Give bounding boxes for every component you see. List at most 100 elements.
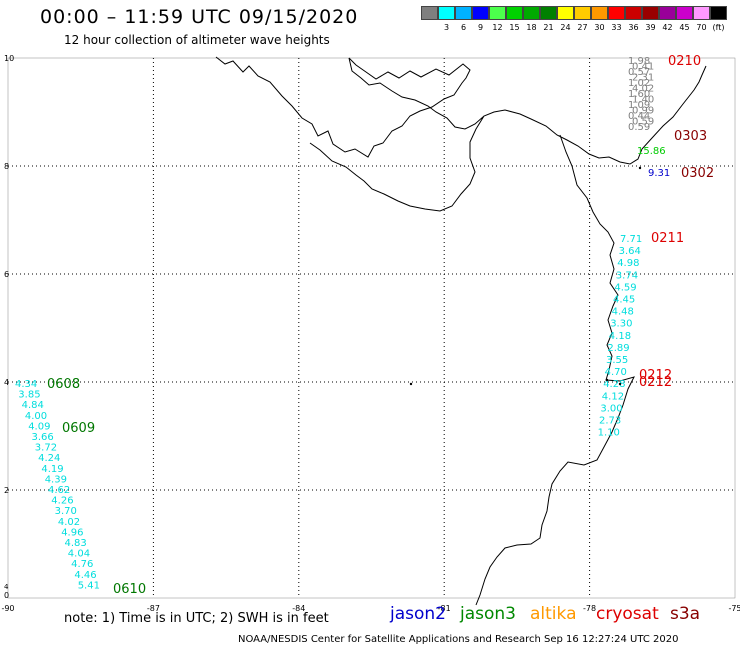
- wave-height-value: 4.98: [617, 258, 639, 269]
- legend-swatch: [608, 6, 625, 20]
- track-point: [638, 166, 642, 170]
- legend-swatch: [472, 6, 489, 20]
- wave-height-value: 2.31: [632, 73, 654, 84]
- coastline-north: [215, 56, 471, 158]
- wave-height-value: 3.00: [600, 403, 622, 414]
- wave-height-value: 4.12: [602, 391, 624, 402]
- legend-swatch: [642, 6, 659, 20]
- wave-height-value: 2.73: [599, 416, 621, 427]
- pass-time-label: 0609: [62, 421, 95, 436]
- legend-swatch: [421, 6, 438, 20]
- wave-height-value: 4.62: [48, 485, 70, 496]
- legend-label: 42: [662, 23, 673, 32]
- wave-height-value: 2.89: [607, 343, 629, 354]
- page-subtitle: 12 hour collection of altimeter wave hei…: [64, 33, 330, 47]
- wave-height-value: 1.02: [628, 78, 650, 89]
- wave-height-value: 1.40: [632, 95, 654, 106]
- legend-swatch: [455, 6, 472, 20]
- wave-height-value: 1.60: [628, 89, 650, 100]
- legend-swatch: [506, 6, 523, 20]
- wave-height-value: 3.74: [616, 270, 638, 281]
- legend-swatch: [557, 6, 574, 20]
- track-point: [618, 382, 622, 386]
- legend-swatch: [659, 6, 676, 20]
- legend-swatch: [523, 6, 540, 20]
- lat-tick-label: 6: [4, 270, 9, 279]
- wave-height-value: 0.41: [632, 62, 654, 73]
- pass-time-label: 0610: [113, 582, 146, 597]
- wave-height-value: 4.70: [605, 367, 627, 378]
- legend-label: 33: [611, 23, 622, 32]
- wave-height-value: 3.55: [606, 355, 628, 366]
- wave-height-value: 5.41: [78, 580, 100, 591]
- wave-height-value: 4.24: [38, 453, 60, 464]
- wave-height-value: 0.99: [632, 106, 654, 117]
- wave-height-value: 3.30: [610, 319, 632, 330]
- track-point: [409, 382, 413, 386]
- altimeter-measurements: 1.980.410.572.311.024.021.601.401.090.99…: [15, 54, 714, 597]
- legend-label: 18: [526, 23, 537, 32]
- pass-time-label: 0303: [674, 129, 707, 144]
- legend-label: (ft): [712, 23, 725, 32]
- lat-tick-label: 10: [4, 54, 14, 63]
- legend-label: 6: [460, 23, 467, 32]
- legend-label: 3: [443, 23, 450, 32]
- legend-label: 45: [679, 23, 690, 32]
- wave-height-value: 9.31: [648, 168, 670, 179]
- wave-height-value: 7.71: [620, 234, 642, 245]
- legend-swatch: [489, 6, 506, 20]
- wave-height-value: 1.09: [628, 100, 650, 111]
- wave-height-value: 4.34: [15, 379, 37, 390]
- legend-swatch: [710, 6, 727, 20]
- legend-label: 36: [628, 23, 639, 32]
- legend-label: 21: [543, 23, 554, 32]
- pass-time-label: 0212: [639, 368, 672, 383]
- color-legend: [421, 6, 727, 20]
- wave-height-value: 4.18: [609, 331, 631, 342]
- wave-height-value: 1.98: [628, 56, 650, 67]
- legend-label: 27: [577, 23, 588, 32]
- lon-tick-label: -75: [728, 604, 740, 613]
- wave-height-value: 1.10: [598, 428, 620, 439]
- footnote: note: 1) Time is in UTC; 2) SWH is in fe…: [64, 611, 329, 626]
- wave-height-value: 4.02: [632, 84, 654, 95]
- map-frame: [7, 57, 736, 599]
- lat-tick-label: 0: [4, 591, 9, 600]
- credit-line: NOAA/NESDIS Center for Satellite Applica…: [238, 634, 679, 645]
- wave-height-value: 4.45: [613, 295, 635, 306]
- legend-label: 24: [560, 23, 571, 32]
- wave-height-value: 3.70: [55, 506, 77, 517]
- wave-height-value: 3.72: [35, 443, 57, 454]
- wave-height-value: 4.76: [71, 559, 93, 570]
- lon-tick-label: -87: [147, 604, 160, 613]
- wave-height-value: 4.19: [41, 464, 63, 475]
- satellite-legend-altika: altika: [530, 604, 577, 624]
- lon-tick-label: -81: [438, 604, 451, 613]
- wave-height-value: 4.39: [45, 474, 67, 485]
- legend-swatch: [591, 6, 608, 20]
- wave-height-value: 3.64: [619, 246, 641, 257]
- wave-height-value: 4.00: [25, 411, 47, 422]
- legend-label: 12: [492, 23, 503, 32]
- color-legend-labels: 3 6 9 12 15 18 21 24 27 30 33 36 39 42 45 70 (ft): [421, 23, 727, 32]
- legend-swatch: [625, 6, 642, 20]
- pass-time-label: 0302: [681, 166, 714, 181]
- wave-height-value: 4.59: [614, 282, 636, 293]
- wave-height-value: 0.44: [628, 111, 650, 122]
- lat-tick-label: 2: [4, 486, 9, 495]
- pass-time-label: 0608: [47, 377, 80, 392]
- wave-height-value: 4.02: [58, 517, 80, 528]
- lon-tick-label: -84: [292, 604, 305, 613]
- legend-label: 9: [477, 23, 484, 32]
- wave-height-value: 4.96: [61, 527, 83, 538]
- page-title: 00:00 – 11:59 UTC 09/15/2020: [40, 6, 359, 28]
- legend-swatch: [676, 6, 693, 20]
- lat-minor-mark: 4: [4, 583, 9, 591]
- legend-swatch: [540, 6, 557, 20]
- legend-label: 30: [594, 23, 605, 32]
- lat-lon-grid: -90 -87 -84 -81 -78 -75 0 2 4 6 8 10 4: [1, 54, 740, 613]
- satellite-legend-cryosat: cryosat: [596, 604, 659, 624]
- legend-label: 39: [645, 23, 656, 32]
- wave-height-value: 0.59: [632, 117, 654, 128]
